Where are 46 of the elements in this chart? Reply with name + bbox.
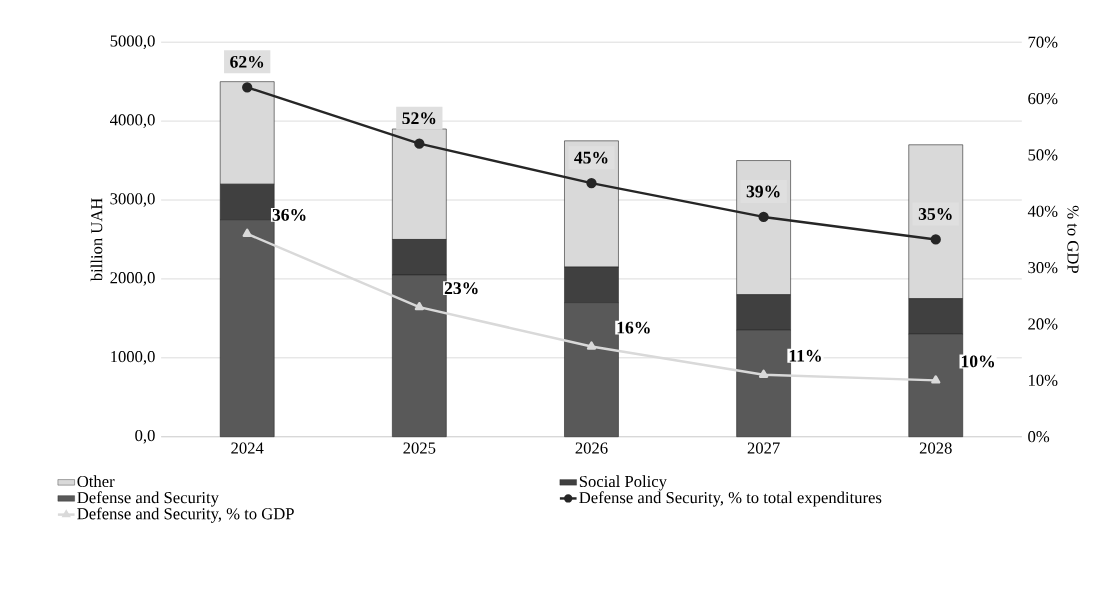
point	[242, 81, 253, 93]
point	[586, 177, 597, 189]
point	[930, 234, 941, 245]
y-tick-label: 0,0	[135, 429, 155, 444]
point	[242, 228, 252, 237]
y2-tick-label: 60%	[1028, 92, 1058, 104]
y2-tick-label: 70%	[1028, 36, 1058, 48]
point	[758, 369, 769, 378]
legend-label: Social Policy	[579, 475, 667, 491]
y-tick-label: 4000,0	[110, 114, 155, 128]
y2-tick-label: 20%	[1028, 318, 1058, 330]
y2-axis-title: % to GDP	[1067, 205, 1079, 273]
point	[931, 374, 941, 384]
y-tick-label: 2000,0	[110, 271, 155, 286]
legend-label: Defense and Security, % to total expenditures	[579, 491, 882, 507]
legend-label: Defense and Security, % to GDP	[77, 507, 294, 523]
data-label: 36%	[272, 208, 306, 221]
point	[414, 138, 425, 149]
data-label: 10%	[961, 355, 995, 368]
y-tick-label: 1000,0	[111, 350, 155, 365]
point	[758, 211, 769, 222]
x-tick-label: 2027	[747, 442, 780, 454]
x-tick-label: 2024	[231, 442, 264, 454]
data-label: 39%	[746, 185, 780, 198]
point	[586, 341, 597, 350]
x-tick-label: 2025	[403, 442, 436, 454]
data-label: 52%	[402, 112, 436, 124]
y2-tick-label: 40%	[1027, 205, 1058, 217]
data-label: 45%	[574, 151, 608, 164]
y2-tick-label: 50%	[1028, 149, 1058, 161]
y2-tick-label: 30%	[1028, 261, 1058, 274]
y-tick-label: 5000,0	[110, 35, 155, 49]
x-tick-label: 2028	[919, 442, 952, 454]
data-label: 23%	[444, 281, 478, 294]
data-label: 35%	[918, 207, 952, 220]
legend-label: Defense and Security	[77, 491, 219, 507]
y-axis-title: billion UAH	[90, 197, 103, 282]
y2-tick-label: 0%	[1028, 430, 1050, 443]
x-tick-label: 2026	[575, 442, 608, 454]
data-label: 11%	[789, 349, 821, 362]
legend-label: Other	[77, 475, 115, 487]
point	[414, 301, 424, 311]
data-label: 16%	[617, 321, 650, 334]
data-label: 62%	[230, 55, 264, 68]
y-tick-label: 3000,0	[110, 192, 155, 207]
y2-tick-label: 10%	[1029, 374, 1058, 386]
